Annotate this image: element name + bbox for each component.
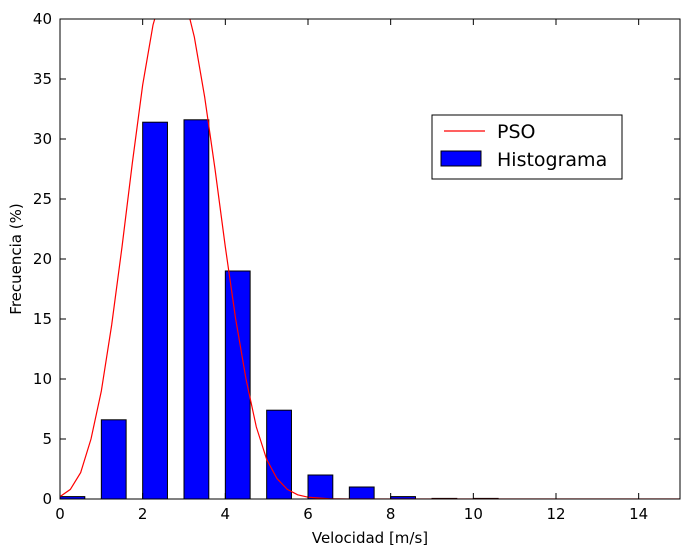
- legend-histogram-label: Histograma: [497, 149, 607, 171]
- x-tick-label: 10: [464, 505, 483, 523]
- x-axis-label: Velocidad [m/s]: [312, 529, 428, 547]
- y-tick-label: 30: [33, 130, 52, 148]
- x-tick-label: 2: [138, 505, 148, 523]
- legend-histogram-swatch: [440, 150, 482, 167]
- histogram-bar: [142, 121, 168, 499]
- y-axis-label: Frecuencia (%): [7, 203, 25, 314]
- histogram-bar: [266, 409, 292, 499]
- histogram-bar: [100, 419, 127, 499]
- y-tick-label: 20: [33, 250, 52, 268]
- legend: PSO Histograma: [431, 114, 623, 180]
- axis-ticks: 0 2 4 6 8 10 12 14 0 5 10 15 20 25 30 35 40: [33, 10, 680, 523]
- y-tick-label: 0: [42, 490, 52, 508]
- histogram-bar: [224, 270, 251, 499]
- histogram-bar: [348, 486, 375, 499]
- x-tick-label: 14: [629, 505, 648, 523]
- x-tick-label: 12: [546, 505, 565, 523]
- y-tick-label: 35: [33, 70, 52, 88]
- histogram-bar: [183, 119, 210, 499]
- y-tick-label: 15: [33, 310, 52, 328]
- y-tick-label: 25: [33, 190, 52, 208]
- y-tick-label: 40: [33, 10, 52, 28]
- histogram-bar: [307, 474, 334, 499]
- histogram-bar: [60, 496, 86, 499]
- legend-box: [431, 114, 623, 180]
- y-tick-label: 10: [33, 370, 52, 388]
- y-tick-label: 5: [42, 430, 52, 448]
- x-tick-label: 0: [55, 505, 65, 523]
- x-tick-label: 6: [303, 505, 313, 523]
- legend-pso-label: PSO: [497, 121, 535, 143]
- x-tick-label: 4: [221, 505, 231, 523]
- x-tick-label: 8: [386, 505, 396, 523]
